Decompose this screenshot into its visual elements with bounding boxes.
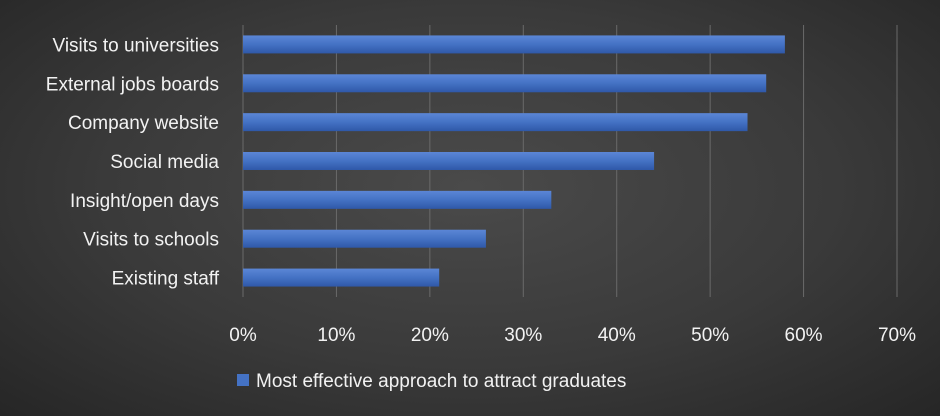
bar — [243, 113, 748, 132]
x-tick-label: 40% — [598, 325, 636, 346]
bar — [243, 74, 767, 93]
x-tick-label: 0% — [229, 325, 257, 346]
bar — [243, 229, 486, 248]
x-tick-label: 60% — [785, 325, 823, 346]
category-label: Existing staff — [112, 269, 220, 290]
x-tick-label: 30% — [504, 325, 542, 346]
x-tick-labels: 0% 10% 20% 30% 40% 50% 60% 70% — [229, 325, 916, 346]
category-label: Visits to universities — [53, 35, 220, 56]
bar — [243, 268, 440, 287]
x-tick-label: 50% — [691, 325, 729, 346]
legend-swatch — [237, 374, 249, 386]
category-labels: Visits to universities External jobs boar… — [46, 35, 220, 289]
category-label: Company website — [68, 113, 219, 134]
legend: Most effective approach to attract gradu… — [237, 371, 626, 392]
bar — [243, 152, 655, 170]
category-label: Social media — [110, 152, 219, 173]
bars — [243, 35, 785, 287]
x-tick-label: 20% — [411, 325, 449, 346]
x-tick-label: 10% — [317, 325, 355, 346]
category-label: External jobs boards — [46, 74, 219, 95]
x-tick-label: 70% — [878, 325, 916, 346]
bar — [243, 190, 552, 209]
bar — [243, 35, 785, 54]
category-label: Visits to schools — [83, 230, 219, 251]
legend-label: Most effective approach to attract gradu… — [256, 371, 626, 392]
category-label: Insight/open days — [70, 191, 219, 212]
